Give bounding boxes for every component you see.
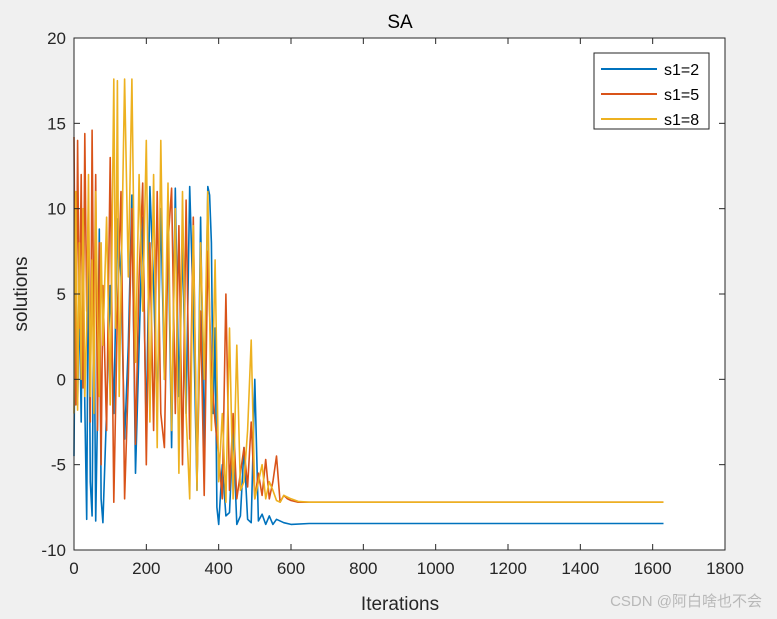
x-tick-label: 1800 — [706, 559, 744, 578]
x-tick-label: 600 — [277, 559, 305, 578]
x-tick-label: 200 — [132, 559, 160, 578]
axis-ticks: 0 200 400 600 800 1000 1200 1400 1600 1800 -10 -5 0 5… — [41, 29, 743, 578]
legend-label-2: s1=5 — [664, 87, 699, 104]
x-axis-label: Iterations — [361, 594, 439, 615]
legend-box — [593, 52, 710, 130]
y-tick-label: 15 — [47, 114, 66, 133]
x-tick-label: 1400 — [561, 559, 599, 578]
watermark: CSDN @阿白啥也不会 — [610, 593, 762, 610]
x-tick-label: 1000 — [417, 559, 455, 578]
series-lines — [73, 78, 664, 526]
legend: s1=2 s1=5 s1=8 — [593, 52, 710, 130]
y-tick-label: -10 — [41, 541, 66, 560]
y-tick-label: 10 — [47, 200, 66, 219]
series-line-3 — [73, 78, 664, 504]
chart-title: SA — [387, 12, 413, 33]
x-tick-label: 800 — [349, 559, 377, 578]
y-axis-label: solutions — [11, 257, 32, 332]
y-tick-label: 0 — [57, 370, 66, 389]
y-tick-label: 20 — [47, 29, 66, 48]
y-tick-label: 5 — [57, 285, 66, 304]
x-tick-label: 1200 — [489, 559, 527, 578]
legend-label-3: s1=8 — [664, 112, 699, 129]
y-tick-label: -5 — [51, 456, 66, 475]
x-tick-label: 0 — [69, 559, 78, 578]
x-tick-label: 1600 — [634, 559, 672, 578]
x-tick-label: 400 — [204, 559, 232, 578]
legend-label-1: s1=2 — [664, 62, 699, 79]
